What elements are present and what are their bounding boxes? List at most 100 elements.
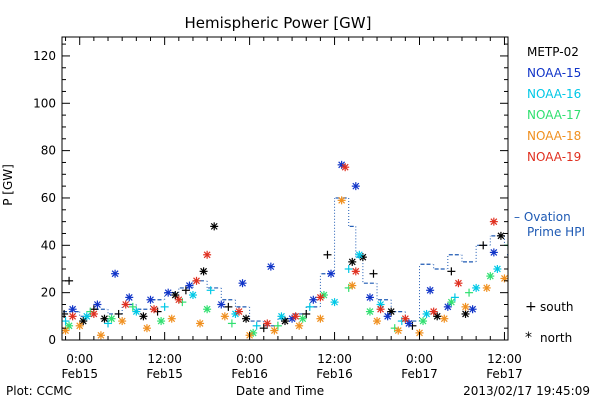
star-d1 — [530, 167, 536, 173]
star-d2 — [76, 322, 84, 330]
star-d2 — [175, 296, 183, 304]
noaa-18-point — [142, 324, 151, 333]
star-d2 — [118, 317, 126, 325]
noaa-19-point — [546, 282, 554, 290]
noaa-19-point — [341, 163, 350, 172]
star-d2 — [295, 322, 303, 330]
star-d2 — [366, 308, 374, 316]
star-d2 — [122, 301, 130, 308]
legend-ovation-line2: Prime HPI — [527, 225, 585, 239]
star-d2 — [426, 286, 434, 294]
star-d2 — [519, 79, 525, 85]
metp-02-point — [210, 222, 219, 231]
noaa-15-point — [383, 312, 392, 321]
noaa-18-point — [348, 281, 357, 290]
metp-02-point — [496, 231, 505, 240]
noaa-15-point — [185, 281, 194, 290]
noaa-15-point — [404, 319, 413, 328]
noaa-15-point — [146, 295, 155, 304]
noaa-15-point — [93, 300, 102, 309]
noaa-18-point — [394, 326, 403, 335]
south-marker-symbol: + — [525, 299, 537, 315]
legend: METP-02 NOAA-15 NOAA-16 NOAA-17 NOAA-18 NOAA-… — [514, 45, 585, 346]
noaa-19-point — [174, 295, 183, 304]
star-d2 — [509, 138, 515, 144]
south-marker-label: south — [540, 300, 574, 314]
metp-02-point — [79, 317, 88, 326]
star-d2 — [526, 283, 532, 289]
noaa-16-point — [188, 291, 197, 300]
north-marker-symbol: * — [525, 330, 532, 346]
noaa-15-point — [111, 269, 120, 278]
metp-02-point — [181, 286, 190, 295]
noaa-17-point — [203, 305, 212, 314]
metp-02-point — [65, 276, 74, 285]
noaa-17-point — [128, 302, 137, 311]
noaa-19-point — [518, 59, 526, 67]
x-tick-time-label: 12:00 — [147, 352, 182, 366]
noaa-16-point — [330, 298, 339, 307]
noaa-15-point — [266, 262, 275, 271]
star-d2 — [366, 293, 374, 301]
noaa-15-point — [351, 182, 360, 191]
noaa-16-point — [277, 312, 286, 321]
noaa-19-point — [291, 312, 300, 321]
star-d1 — [523, 254, 529, 260]
noaa-18-point — [220, 312, 229, 321]
noaa-17-point — [465, 288, 474, 297]
x-tick-time-label: 0:00 — [66, 352, 93, 366]
noaa-19-point — [316, 293, 325, 302]
x-tick-time-label: 0:00 — [406, 352, 433, 366]
chart-title: Hemispheric Power [GW] — [185, 14, 372, 32]
y-tick-label: 120 — [33, 49, 56, 63]
star-d2 — [327, 270, 335, 278]
star-d1 — [519, 235, 525, 241]
noaa-17-point — [447, 298, 456, 307]
noaa-18-point — [118, 317, 127, 326]
noaa-19-point — [89, 309, 98, 318]
star-d2 — [486, 272, 494, 280]
noaa-17-point — [298, 314, 307, 323]
y-tick-label: 60 — [41, 191, 56, 205]
star-d2 — [242, 315, 250, 323]
star-d2 — [97, 331, 105, 339]
noaa-18-point — [96, 331, 105, 340]
star-d1 — [526, 283, 532, 289]
star-d2 — [111, 270, 119, 278]
star-d2 — [401, 315, 409, 323]
star-d2 — [512, 176, 518, 182]
axes: 0204060801001200:00Feb1512:00Feb150:00Fe… — [33, 36, 523, 381]
metp-02-point — [171, 291, 180, 300]
noaa-15-point — [529, 166, 537, 174]
metp-02-point — [100, 314, 109, 323]
noaa-18-point — [518, 234, 526, 242]
x-tick-date-label: Feb16 — [231, 367, 268, 381]
x-tick-time-label: 12:00 — [487, 352, 522, 366]
noaa-17-point — [365, 307, 374, 316]
star-d2 — [221, 312, 229, 320]
star-d2 — [147, 296, 154, 304]
star-d2 — [419, 317, 427, 325]
star-d2 — [490, 248, 498, 256]
noaa-15-point — [327, 269, 336, 278]
noaa-15-point — [426, 286, 435, 295]
noaa-19-point — [150, 305, 159, 314]
legend-item: NOAA-15 — [527, 66, 581, 80]
noaa-16-point — [206, 286, 215, 295]
star-d2 — [331, 298, 338, 306]
star-d2 — [79, 317, 87, 325]
legend-item: NOAA-16 — [527, 87, 581, 101]
star-d2 — [497, 232, 505, 240]
y-tick-label: 40 — [41, 238, 56, 252]
noaa-18-point — [316, 314, 325, 323]
metp-02-point — [259, 324, 268, 333]
noaa-18-point — [75, 321, 84, 330]
star-d2 — [359, 253, 367, 261]
star-d2 — [530, 167, 536, 173]
star-d2 — [108, 315, 115, 323]
x-tick-date-label: Feb17 — [401, 367, 438, 381]
metp-02-point — [224, 302, 233, 311]
x-tick-date-label: Feb17 — [486, 367, 523, 381]
star-d2 — [352, 267, 360, 275]
